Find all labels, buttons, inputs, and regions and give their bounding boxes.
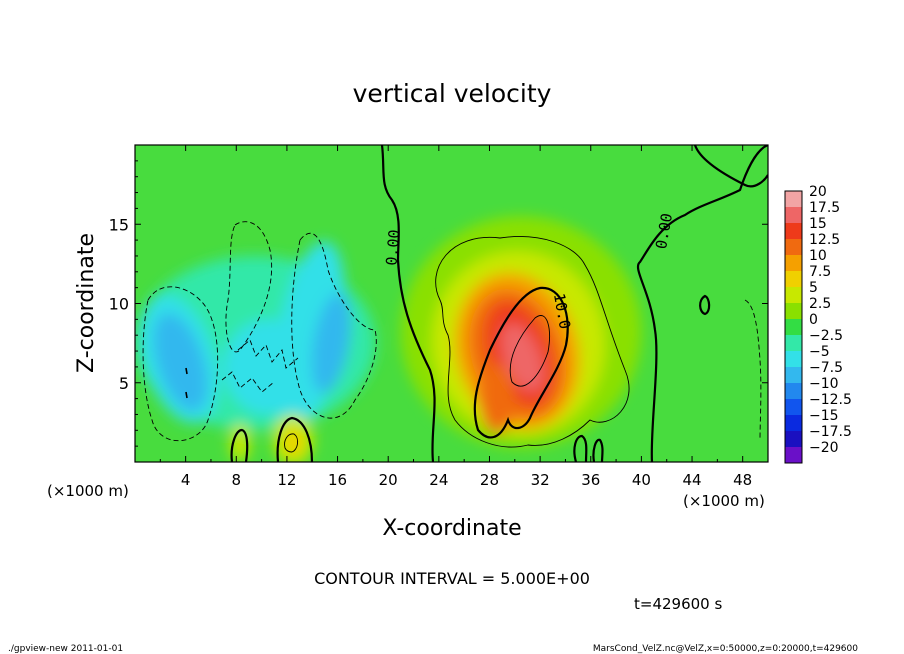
contour-negative	[291, 232, 377, 419]
y-tick-label: 15	[109, 215, 129, 234]
colorbar-frame	[784, 190, 803, 464]
contour-zero	[693, 145, 768, 188]
x-axis: 4 8 12 16 20 24 28 32 36 40 44 48	[159, 145, 752, 489]
contour-zero	[380, 145, 436, 462]
colorbar-label: −15	[809, 408, 839, 424]
x-tick-label: 24	[429, 471, 448, 489]
contour-five	[435, 236, 630, 448]
contour-mark	[185, 391, 188, 399]
colorbar-label: 10	[809, 248, 827, 264]
contour-zero	[636, 145, 768, 462]
colorbar-label: −7.5	[809, 360, 843, 376]
colorbar-swatch	[785, 271, 802, 288]
colorbar-swatch	[785, 431, 802, 448]
footer-right: MarsCond_VelZ.nc@VelZ,x=0:50000,z=0:2000…	[593, 644, 858, 654]
colorbar-label: 17.5	[809, 200, 840, 216]
downdraft-shade	[311, 293, 351, 394]
x-tick-label: 4	[181, 471, 191, 489]
colorbar-swatch	[785, 223, 802, 240]
contour-zero	[573, 434, 588, 462]
x-tick-label: 36	[581, 471, 600, 489]
contour-mark	[185, 367, 188, 375]
y-axis: 5 10 15	[109, 160, 768, 447]
colorbar-label: 12.5	[809, 232, 840, 248]
colorbar-label: −12.5	[809, 392, 852, 408]
x-tick-label: 48	[733, 471, 752, 489]
colorbar-swatch	[785, 383, 802, 400]
x-tick-label: 12	[277, 471, 296, 489]
contour-label: 0.00	[652, 212, 676, 251]
colorbar-label: −17.5	[809, 424, 852, 440]
contour-negative	[237, 339, 299, 369]
colorbar-swatch	[785, 399, 802, 416]
x-tick-label: 32	[531, 471, 550, 489]
colorbar-label: 2.5	[809, 296, 831, 312]
colorbar-swatch	[785, 239, 802, 256]
colorbar-swatch	[785, 191, 802, 208]
plot-area: 0.00 10.0 0.00	[135, 145, 768, 462]
colorbar-swatch	[785, 303, 802, 320]
field-shading	[135, 216, 642, 462]
footer-left: ./gpview-new 2011-01-01	[8, 644, 123, 654]
contour-negative	[142, 286, 219, 442]
downdraft-shade	[223, 319, 313, 415]
downdraft-shade	[153, 313, 208, 411]
y-axis-label: Z-coordinate	[74, 233, 99, 373]
contour-negative	[225, 221, 272, 353]
x-tick-label: 28	[480, 471, 499, 489]
colorbar-swatch	[785, 415, 802, 432]
y-tick-label: 5	[119, 374, 129, 393]
updraft-shade	[479, 363, 515, 434]
colorbar-swatch	[785, 367, 802, 384]
contour-lines: 0.00 10.0 0.00	[142, 145, 768, 462]
colorbar-label: 20	[809, 184, 827, 200]
colorbar-swatch	[785, 207, 802, 224]
colorbar: 2017.51512.5107.552.50−2.5−5−7.5−10−12.5…	[784, 184, 852, 464]
x-tick-label: 8	[232, 471, 242, 489]
time-note: t=429600 s	[634, 595, 722, 613]
contour-interval-note: CONTOUR INTERVAL = 5.000E+00	[314, 569, 590, 588]
colorbar-label: −10	[809, 376, 839, 392]
contour-label: 0.00	[382, 229, 403, 267]
colorbar-label: −20	[809, 440, 839, 456]
x-tick-label: 16	[328, 471, 347, 489]
contour-zero	[230, 428, 249, 462]
x-tick-label: 40	[632, 471, 651, 489]
colorbar-swatch	[785, 447, 802, 464]
colorbar-swatch	[785, 255, 802, 272]
contour-zero	[592, 438, 604, 462]
x-unit-left: (×1000 m)	[47, 482, 129, 500]
updraft-shade	[284, 430, 303, 456]
contour-negative	[221, 371, 275, 393]
x-tick-label: 20	[379, 471, 398, 489]
x-axis-label: X-coordinate	[382, 516, 521, 541]
contour-label: 10.0	[550, 292, 574, 331]
colorbar-label: −2.5	[809, 328, 843, 344]
updraft-shade	[501, 322, 544, 392]
y-tick-label: 10	[109, 295, 129, 314]
colorbar-label: −5	[809, 344, 830, 360]
x-unit-right: (×1000 m)	[683, 492, 765, 510]
colorbar-label: 15	[809, 216, 827, 232]
contour-fifteen	[509, 315, 550, 387]
chart-title: vertical velocity	[353, 79, 552, 108]
colorbar-swatch	[785, 351, 802, 368]
colorbar-swatch	[785, 287, 802, 304]
colorbar-label: 5	[809, 280, 818, 296]
contour-ten	[473, 286, 569, 439]
colorbar-label: 0	[809, 312, 818, 328]
colorbar-swatch	[785, 335, 802, 352]
x-tick-label: 44	[682, 471, 701, 489]
contour-five	[284, 433, 299, 453]
contour-negative	[744, 299, 762, 441]
contour-zero	[699, 294, 711, 316]
colorbar-swatch	[785, 319, 802, 336]
contour-zero	[276, 416, 314, 462]
colorbar-label: 7.5	[809, 264, 831, 280]
